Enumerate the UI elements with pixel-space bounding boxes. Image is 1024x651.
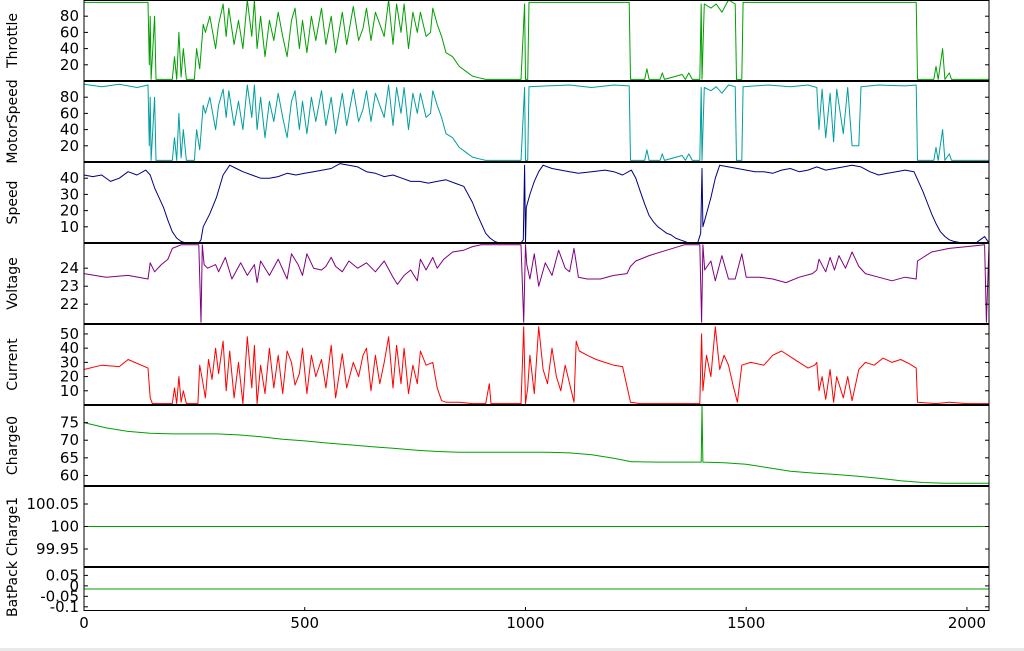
x-tick-label: 500 [290,614,319,632]
current-ytick-label: 20 [60,368,79,386]
motorspeed-ytick-label: 20 [60,137,79,155]
charge0-ytick-label: 60 [60,466,79,484]
throttle-panel-frame [83,0,990,81]
voltage-series-line [83,244,990,323]
current-ytick-label: 10 [60,382,79,400]
current-ytick-label: 40 [60,339,79,357]
current-series-line [83,326,989,405]
speed-ytick-label: 40 [60,169,79,187]
throttle-ytick-label: 60 [60,23,79,41]
charge1-panel-frame [83,486,990,567]
batpack-panel-frame [83,567,990,611]
charge1-ytick-label: 100 [50,518,79,536]
voltage-ytick-label: 24 [60,259,79,277]
speed-series-line [83,163,990,244]
speed-ytick-label: 30 [60,185,79,203]
window-bottom-edge [0,648,1024,651]
charge0-ytick-label: 65 [60,449,79,467]
motorspeed-axis-label: MotorSpeed [5,79,21,163]
throttle-series-line [84,0,989,80]
charge1-ytick-label: 99.95 [36,540,79,558]
throttle-ytick-label: 20 [60,56,79,74]
batpack-ytick-label: 0.05 [46,566,79,584]
batpack-ytick-label: -0.05 [40,587,79,605]
voltage-ytick-label: 23 [60,277,79,295]
current-panel-frame [83,324,990,405]
voltage-panel-frame [83,243,990,324]
charge1-axis-label: Charge1 [5,497,21,556]
charge0-series-line [83,404,989,484]
current-axis-label: Current [5,338,21,391]
speed-ytick-label: 20 [60,202,79,220]
x-tick-label: 2000 [948,614,986,632]
motorspeed-series-line [83,83,989,161]
throttle-ytick-label: 80 [60,7,79,25]
current-ytick-label: 50 [60,325,79,343]
charge0-panel-frame [83,405,990,486]
motorspeed-ytick-label: 80 [60,88,79,106]
throttle-axis-label: Throttle [5,13,21,69]
speed-panel-frame [83,162,990,243]
current-ytick-label: 30 [60,353,79,371]
charge0-ytick-label: 70 [60,431,79,449]
motorspeed-panel-frame [83,81,990,162]
batpack-axis-label: BatPack [5,560,21,617]
charge1-ytick-label: 100.05 [27,495,80,513]
throttle-ytick-label: 40 [60,40,79,58]
x-tick-label: 1500 [727,614,765,632]
x-tick-label: 0 [79,614,89,632]
x-tick-label: 1000 [506,614,544,632]
motorspeed-ytick-label: 60 [60,104,79,122]
speed-ytick-label: 10 [60,218,79,236]
batpack-ytick-label: 0 [69,577,79,595]
batpack-ytick-label: -0.1 [50,598,79,616]
voltage-ytick-label: 22 [60,295,79,313]
motorspeed-ytick-label: 40 [60,121,79,139]
voltage-axis-label: Voltage [5,257,21,310]
charge0-axis-label: Charge0 [5,416,21,475]
speed-axis-label: Speed [5,181,21,225]
charge0-ytick-label: 75 [60,414,79,432]
